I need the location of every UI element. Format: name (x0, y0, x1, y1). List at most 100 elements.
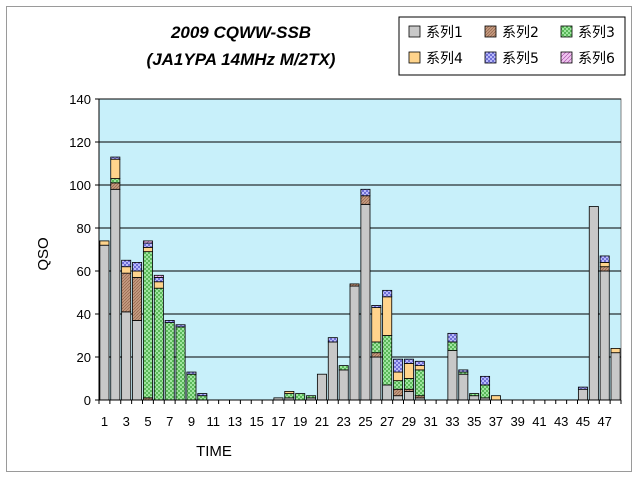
bar-segment (414, 360, 425, 366)
bar-segment (469, 395, 480, 401)
bar-segment (458, 373, 469, 401)
bar-segment (447, 332, 458, 343)
bar-segment (458, 369, 469, 373)
bar-segment (110, 158, 121, 179)
legend-label: 系列6 (578, 51, 615, 67)
bar-segment (403, 378, 414, 390)
chart-title: 2009 CQWW-SSB (170, 23, 311, 42)
bar-segment (447, 341, 458, 351)
bar-segment (371, 356, 382, 401)
bar-segment (360, 188, 371, 197)
bar-segment (132, 320, 143, 401)
gridlines (99, 98, 621, 358)
y-tick-label: 140 (69, 92, 91, 107)
bar-segment (599, 270, 610, 401)
legend-label: 系列2 (502, 25, 539, 41)
bar-segment (360, 203, 371, 401)
bar-segment (393, 380, 404, 390)
x-tick-label: 9 (188, 414, 195, 429)
bar-segment (382, 289, 393, 298)
y-tick-label: 60 (77, 264, 91, 279)
x-axis-title: TIME (196, 443, 232, 460)
bar-segment (490, 395, 501, 401)
bar-segment (480, 375, 491, 386)
bar-segment (382, 335, 393, 386)
legend-swatch (408, 25, 421, 38)
bar-segment (469, 393, 480, 397)
bar-segment (284, 393, 295, 399)
bar-segment (197, 393, 208, 397)
x-tick-label: 37 (489, 414, 503, 429)
chart-frame: 2009 CQWW-SSB (JA1YPA 14MHz M/2TX) 系列1 系列… (6, 6, 632, 472)
stacked-bar-chart: 2009 CQWW-SSB (JA1YPA 14MHz M/2TX) 系列1 系列… (35, 16, 626, 460)
bar-segment (121, 311, 132, 401)
legend-swatch (484, 51, 497, 64)
bar-segment (295, 393, 306, 401)
x-tick-label: 39 (510, 414, 524, 429)
y-tick-label: 80 (77, 221, 91, 236)
bar-segment (99, 244, 110, 401)
bar-segment (132, 261, 143, 272)
bar-segment (349, 285, 360, 401)
bar-segment (121, 259, 132, 268)
bar-segment (371, 304, 382, 308)
x-tick-label: 43 (554, 414, 568, 429)
bar-segment (577, 386, 588, 390)
bar-segment (588, 206, 599, 401)
bar-stacks (99, 156, 621, 401)
bar-segment (175, 326, 186, 401)
bar-segment (393, 388, 404, 397)
legend-box (398, 16, 626, 76)
bar-segment (186, 371, 197, 375)
bar-segment (599, 255, 610, 263)
bar-segment (110, 178, 121, 184)
x-tick-label: 19 (293, 414, 307, 429)
y-tick-labels: 0 20 40 60 80 100 120 140 (69, 92, 91, 408)
x-tick-label: 41 (532, 414, 546, 429)
x-tick-label: 33 (445, 414, 459, 429)
bar-segment (175, 324, 186, 328)
x-tick-label: 27 (380, 414, 394, 429)
legend-swatch (560, 25, 573, 38)
x-tick-label: 17 (271, 414, 285, 429)
bar-segment (306, 395, 317, 399)
x-tick-label: 25 (358, 414, 372, 429)
bar-segment (371, 341, 382, 354)
x-tick-label: 23 (336, 414, 350, 429)
bar-segment (414, 365, 425, 371)
bar-segment (142, 242, 153, 248)
legend-label: 系列1 (426, 25, 463, 41)
bar-segment (371, 352, 382, 358)
x-tick-label: 5 (144, 414, 151, 429)
legend-swatch (560, 51, 573, 64)
bar-segment (599, 266, 610, 272)
legend-label: 系列4 (426, 51, 463, 67)
bar-segment (371, 307, 382, 343)
bar-segment (153, 281, 164, 289)
bar-segment (110, 156, 121, 160)
bar-segment (447, 350, 458, 401)
bar-segment (480, 384, 491, 399)
x-tick-label: 11 (206, 414, 220, 429)
chart-subtitle: (JA1YPA 14MHz M/2TX) (147, 50, 336, 69)
bar-segment (132, 270, 143, 278)
bar-segment (338, 365, 349, 371)
x-tick-label: 29 (402, 414, 416, 429)
y-tick-label: 40 (77, 307, 91, 322)
bar-segment (349, 283, 360, 287)
x-tick-label: 21 (315, 414, 329, 429)
bar-segment (338, 369, 349, 401)
bar-segment (599, 261, 610, 268)
x-tick-label: 13 (228, 414, 242, 429)
bar-segment (403, 358, 414, 364)
bar-segment (121, 272, 132, 313)
bar-segment (382, 296, 393, 336)
bar-segment (110, 182, 121, 190)
x-tick-label: 7 (166, 414, 173, 429)
y-tick-label: 20 (77, 350, 91, 365)
x-tick-label: 47 (597, 414, 611, 429)
bar-segment (382, 384, 393, 401)
plot-area (98, 98, 622, 401)
bar-segment (142, 246, 153, 253)
bar-segment (110, 188, 121, 401)
